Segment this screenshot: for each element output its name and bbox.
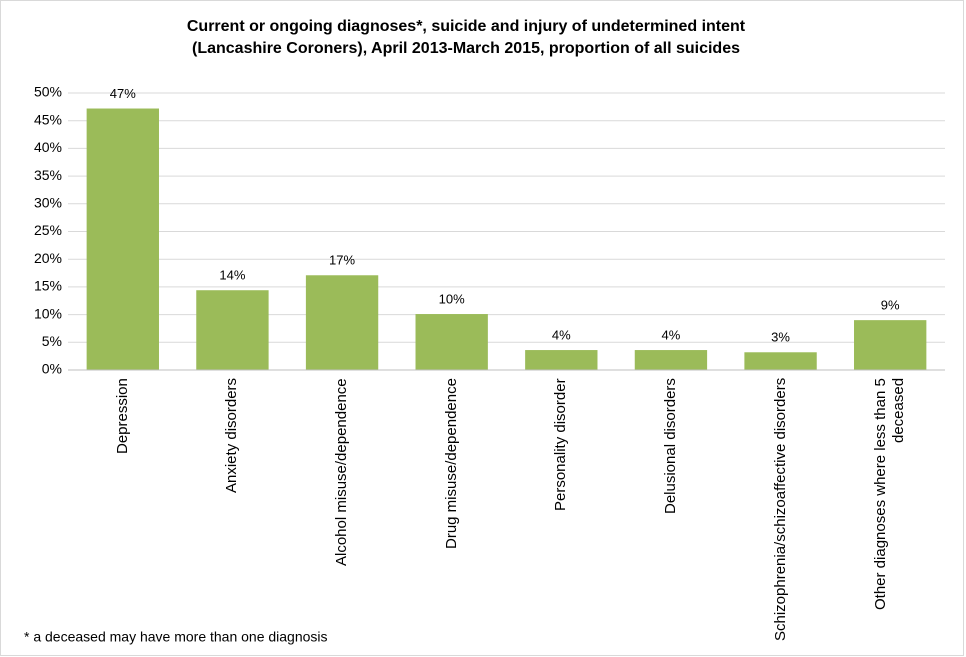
y-tick-label: 35% [34,167,62,183]
chart-title: Current or ongoing diagnoses*, suicide a… [187,18,746,35]
x-tick-label: Depression [113,378,131,454]
y-tick-label: 40% [34,139,62,155]
value-label: 3% [771,330,790,345]
bar [305,275,379,370]
value-label: 14% [219,268,245,283]
y-tick-label: 25% [34,222,62,238]
bar [634,350,708,370]
x-tick-label: Alcohol misuse/dependence [333,378,351,566]
y-tick-label: 5% [42,333,62,349]
y-tick-label: 50% [34,84,62,100]
y-tick-label: 20% [34,250,62,266]
bar [744,352,817,370]
chart-subtitle: (Lancashire Coroners), April 2013-March … [192,40,740,57]
value-label: 10% [439,291,465,306]
bar [415,314,488,370]
bar [196,290,269,370]
y-tick-label: 45% [34,111,62,127]
value-label: 4% [552,327,571,342]
x-tick-label: Delusional disorders [661,378,679,514]
y-tick-label: 10% [34,305,62,321]
footnote: * a deceased may have more than one diag… [24,629,328,645]
value-label: 4% [662,327,681,342]
x-tick-label: Other diagnoses where less than 5 deceas… [872,378,908,610]
bar [854,320,927,370]
y-tick-label: 0% [42,361,62,377]
value-label: 17% [329,253,355,268]
bar [86,108,159,371]
x-tick-label: Schizophrenia/schizoaffective disorders [771,378,789,642]
bar [525,350,598,370]
y-tick-label: 30% [34,195,62,211]
x-tick-label: Drug misuse/dependence [442,378,460,549]
y-tick-label: 15% [34,278,62,294]
x-tick-label: Anxiety disorders [223,378,241,494]
value-label: 9% [881,298,900,313]
x-tick-label: Personality disorder [552,378,570,511]
value-label: 47% [110,86,136,101]
